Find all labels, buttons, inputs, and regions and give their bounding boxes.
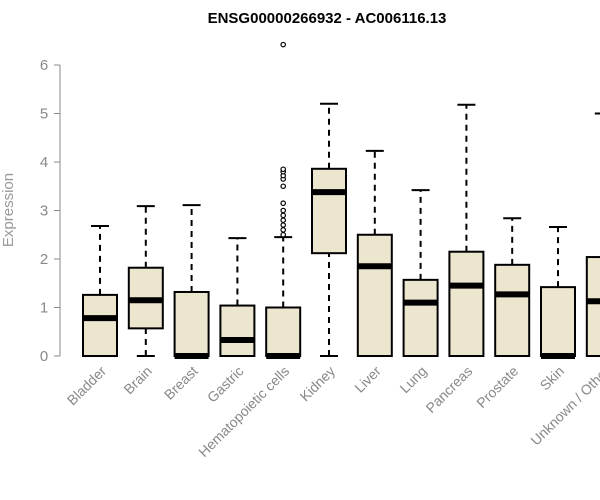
x-tick-label: Gastric [204,363,247,406]
box-group [356,149,393,357]
box-group [585,112,600,357]
box-group [311,102,347,357]
y-tick-label: 6 [40,57,48,74]
box-iqr [219,304,256,357]
box-iqr [311,167,347,255]
box-iqr [173,290,210,358]
box-group [82,225,118,358]
chart-title: ENSG00000266932 - AC006116.13 [208,10,447,27]
box-group [448,103,485,358]
box-group [173,204,210,359]
y-tick-label: 0 [40,348,48,365]
plot-area [82,41,600,359]
y-tick-label: 3 [40,203,48,220]
outlier-point [280,41,287,48]
x-tick-label: Prostate [473,363,521,411]
box-group [265,41,302,359]
x-tick-label: Pancreas [422,363,475,416]
box-iqr [82,293,118,358]
box-iqr [585,256,600,357]
x-tick-label: Kidney [297,363,339,405]
x-tick-label: Lung [396,363,429,396]
box-iqr [494,263,531,358]
box-group [219,237,256,357]
x-tick-label: Hematopoietic cells [195,363,292,460]
box-group [540,225,576,359]
outlier-point [280,200,287,207]
outlier-point [280,222,287,228]
x-tick-label: Liver [351,363,384,396]
y-axis: 0 1 2 3 4 5 6 [40,57,61,365]
box-iqr [265,306,302,357]
box-group [127,205,164,357]
y-axis-label: Expression [0,173,17,247]
outlier-point [280,207,287,214]
outlier-point [280,183,287,190]
x-tick-label: Bladder [64,363,110,409]
outlier-point [280,212,287,219]
y-tick-label: 4 [40,154,48,171]
outlier-point [280,166,287,173]
x-tick-label: Breast [161,363,201,403]
box-iqr [540,286,576,358]
y-tick-label: 2 [40,251,48,268]
outlier-point [280,227,287,233]
box-iqr [356,233,393,357]
box-iqr [448,250,485,358]
box-group [494,217,531,358]
box-iqr [402,278,439,358]
x-tick-label: Skin [537,363,568,394]
outlier-point [280,217,287,224]
box-group [402,189,439,358]
y-tick-label: 5 [40,106,48,123]
y-tick-label: 1 [40,300,48,317]
outlier-point [280,231,287,238]
x-tick-label: Brain [120,363,154,397]
